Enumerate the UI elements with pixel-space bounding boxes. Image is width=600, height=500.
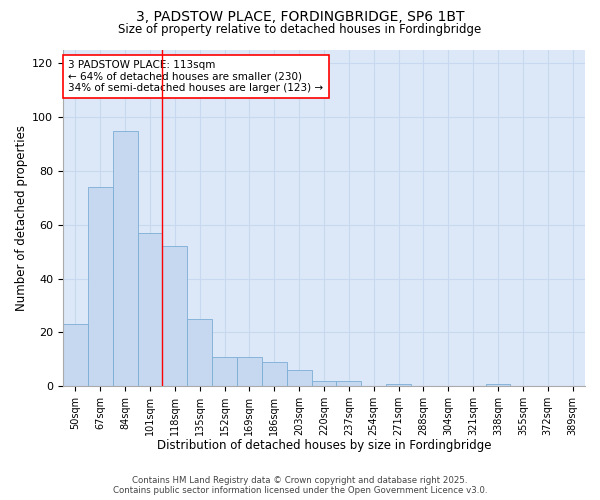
X-axis label: Distribution of detached houses by size in Fordingbridge: Distribution of detached houses by size … [157, 440, 491, 452]
Bar [63, 324, 88, 386]
Bar [337, 381, 361, 386]
Bar [485, 384, 511, 386]
Text: Contains HM Land Registry data © Crown copyright and database right 2025.
Contai: Contains HM Land Registry data © Crown c… [113, 476, 487, 495]
Bar [187, 319, 212, 386]
Bar [212, 356, 237, 386]
Bar [386, 384, 411, 386]
Bar [137, 233, 163, 386]
Y-axis label: Number of detached properties: Number of detached properties [15, 125, 28, 311]
Bar [287, 370, 311, 386]
Bar [113, 130, 137, 386]
Text: 3, PADSTOW PLACE, FORDINGBRIDGE, SP6 1BT: 3, PADSTOW PLACE, FORDINGBRIDGE, SP6 1BT [136, 10, 464, 24]
Bar [88, 187, 113, 386]
Text: Size of property relative to detached houses in Fordingbridge: Size of property relative to detached ho… [118, 22, 482, 36]
Bar [262, 362, 287, 386]
Bar [311, 381, 337, 386]
Bar [163, 246, 187, 386]
Bar [237, 356, 262, 386]
Text: 3 PADSTOW PLACE: 113sqm
← 64% of detached houses are smaller (230)
34% of semi-d: 3 PADSTOW PLACE: 113sqm ← 64% of detache… [68, 60, 323, 94]
